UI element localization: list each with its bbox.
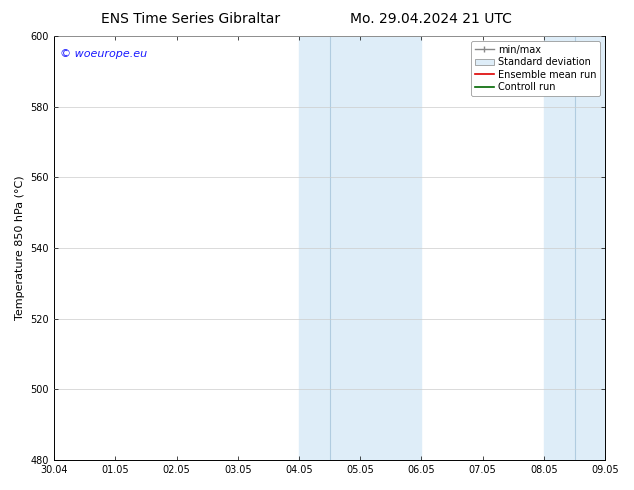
Text: Mo. 29.04.2024 21 UTC: Mo. 29.04.2024 21 UTC bbox=[350, 12, 512, 26]
Legend: min/max, Standard deviation, Ensemble mean run, Controll run: min/max, Standard deviation, Ensemble me… bbox=[470, 41, 600, 96]
Text: © woeurope.eu: © woeurope.eu bbox=[60, 49, 146, 59]
Text: ENS Time Series Gibraltar: ENS Time Series Gibraltar bbox=[101, 12, 280, 26]
Bar bbox=[299, 36, 422, 460]
Y-axis label: Temperature 850 hPa (°C): Temperature 850 hPa (°C) bbox=[15, 176, 25, 320]
Bar bbox=[544, 36, 605, 460]
